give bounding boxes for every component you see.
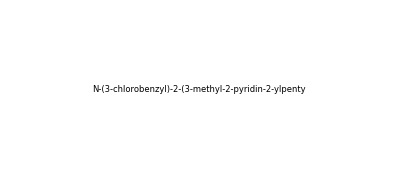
Text: N-(3-chlorobenzyl)-2-(3-methyl-2-pyridin-2-ylpenty: N-(3-chlorobenzyl)-2-(3-methyl-2-pyridin… bbox=[92, 84, 306, 93]
